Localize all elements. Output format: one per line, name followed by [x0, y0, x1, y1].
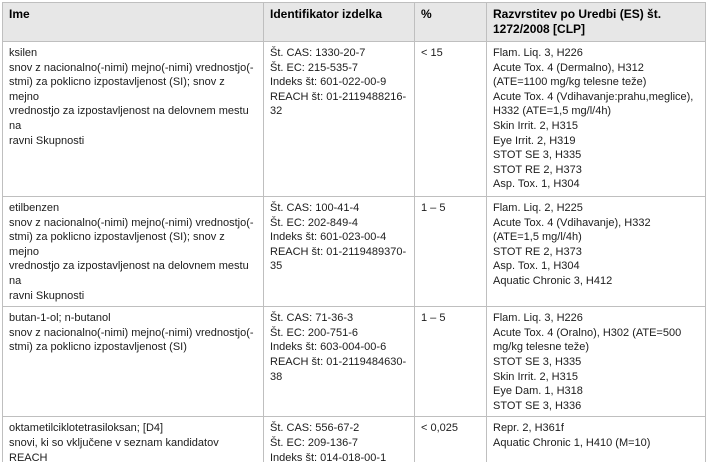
cell-classification: Flam. Liq. 3, H226 Acute Tox. 4 (Oralno)…	[486, 306, 706, 418]
table-row: ksilen snov z nacionalno(-nimi) mejno(-n…	[2, 41, 706, 197]
cell-percent: < 0,025	[414, 416, 487, 462]
column-header-classification: Razvrstitev po Uredbi (ES) št. 1272/2008…	[486, 2, 706, 42]
cell-classification: Flam. Liq. 3, H226 Acute Tox. 4 (Dermaln…	[486, 41, 706, 197]
cell-identifier: Št. CAS: 100-41-4 Št. EC: 202-849-4 Inde…	[263, 195, 415, 308]
cell-classification: Flam. Liq. 2, H225 Acute Tox. 4 (Vdihava…	[486, 195, 706, 308]
table-row: oktametilciklotetrasiloksan; [D4] snovi,…	[2, 416, 706, 462]
column-header-percent: %	[414, 2, 487, 42]
cell-substance-name: etilbenzen snov z nacionalno(-nimi) mejn…	[2, 195, 264, 308]
table-row: butan-1-ol; n-butanol snov z nacionalno(…	[2, 306, 706, 418]
cell-substance-name: ksilen snov z nacionalno(-nimi) mejno(-n…	[2, 41, 264, 197]
cell-percent: 1 – 5	[414, 195, 487, 308]
cell-identifier: Št. CAS: 71-36-3 Št. EC: 200-751-6 Indek…	[263, 306, 415, 418]
cell-substance-name: butan-1-ol; n-butanol snov z nacionalno(…	[2, 306, 264, 418]
cell-classification: Repr. 2, H361f Aquatic Chronic 1, H410 (…	[486, 416, 706, 462]
column-header-identifier: Identifikator izdelka	[263, 2, 415, 42]
cell-identifier: Št. CAS: 556-67-2 Št. EC: 209-136-7 Inde…	[263, 416, 415, 462]
cell-substance-name: oktametilciklotetrasiloksan; [D4] snovi,…	[2, 416, 264, 462]
cell-identifier: Št. CAS: 1330-20-7 Št. EC: 215-535-7 Ind…	[263, 41, 415, 197]
cell-percent: < 15	[414, 41, 487, 197]
table-row: etilbenzen snov z nacionalno(-nimi) mejn…	[2, 195, 706, 308]
column-header-name: Ime	[2, 2, 264, 42]
cell-percent: 1 – 5	[414, 306, 487, 418]
table-header-row: Ime Identifikator izdelka % Razvrstitev …	[2, 2, 706, 42]
